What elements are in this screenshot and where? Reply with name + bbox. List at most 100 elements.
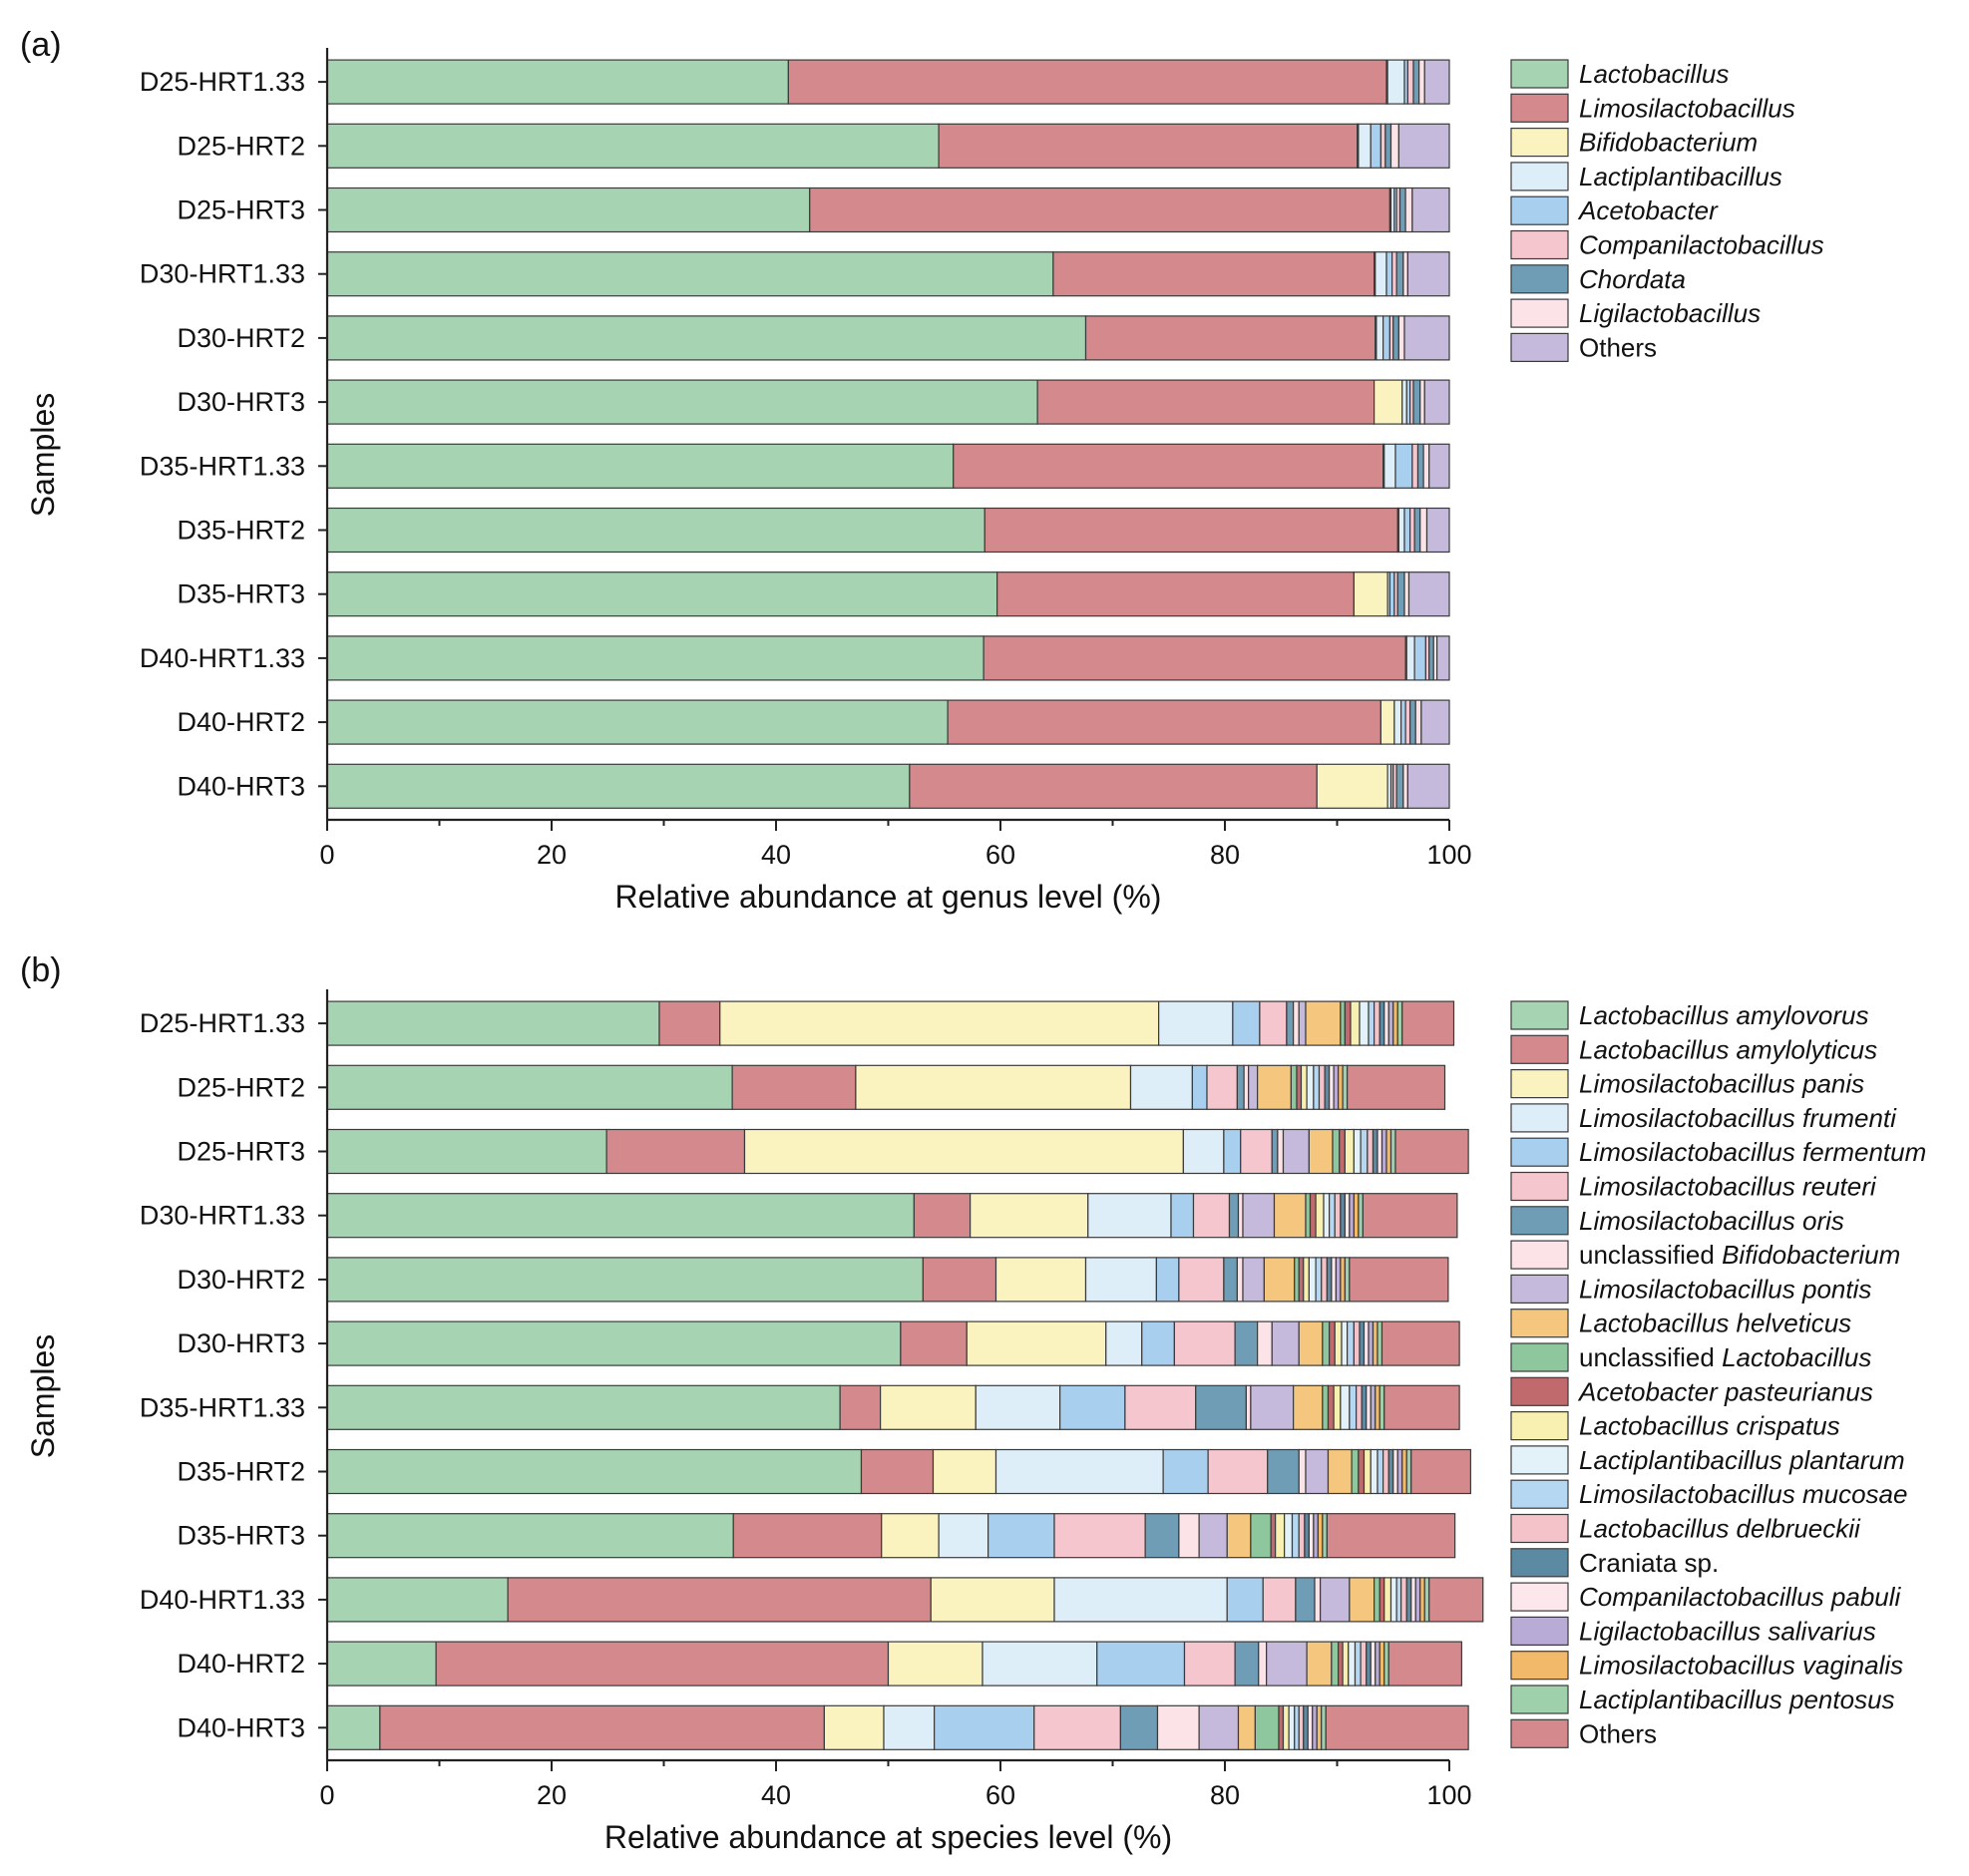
legend-item-limosilactobacillus-fermentum: Limosilactobacillus fermentum bbox=[1510, 1137, 1926, 1167]
bar-segment-d35-hrt3-limosilactobacillus-reuteri bbox=[1053, 1513, 1146, 1559]
bar-segment-d40-hrt3-ligilactobacillus bbox=[1402, 763, 1408, 809]
bar-segment-d25-hrt3-chordata bbox=[1398, 187, 1406, 233]
bar-segment-d35-hrt2-chordata bbox=[1413, 507, 1421, 554]
legend-swatch bbox=[1510, 1445, 1569, 1475]
bar-segment-d35-hrt3-limosilactobacillus-mucosae bbox=[1291, 1513, 1300, 1559]
legend-label: Limosilactobacillus vaginalis bbox=[1579, 1651, 1903, 1681]
legend-swatch bbox=[1510, 1103, 1569, 1133]
legend-swatch bbox=[1510, 1000, 1569, 1030]
bar-segment-d25-hrt3-limosilactobacillus-pontis bbox=[1282, 1128, 1310, 1175]
bar-segment-d30-hrt1-33-lactobacillus bbox=[326, 251, 1054, 297]
legend-swatch bbox=[1510, 1582, 1569, 1612]
legend-swatch bbox=[1510, 1479, 1569, 1509]
bar-segment-d30-hrt3-lactobacillus-amylovorus bbox=[326, 1320, 902, 1366]
bar-segment-d35-hrt2-lactobacillus-amylolyticus bbox=[860, 1448, 935, 1495]
legend-label: Lactobacillus amylovorus bbox=[1579, 1000, 1868, 1030]
bar-segment-d25-hrt2-limosilactobacillus-pontis bbox=[1248, 1064, 1259, 1110]
x-tick-label-100: 100 bbox=[1426, 1780, 1471, 1810]
bar-segment-d40-hrt1-33-lactiplantibacillus-plantarum bbox=[1389, 1577, 1397, 1623]
bar-segment-d40-hrt2-acetobacter bbox=[1400, 699, 1406, 745]
bar-segment-d40-hrt3-lactobacillus bbox=[326, 763, 911, 809]
bar-segment-d25-hrt1-33-ligilactobacillus-salivarius bbox=[1387, 1000, 1394, 1046]
bar-segment-d35-hrt1-33-limosilactobacillus-pontis bbox=[1250, 1384, 1295, 1430]
legend-item-lactobacillus-crispatus: Lactobacillus crispatus bbox=[1510, 1411, 1840, 1441]
bar-segment-d40-hrt3-chordata bbox=[1395, 763, 1404, 809]
x-tick-label-100: 100 bbox=[1426, 840, 1471, 870]
legend-swatch bbox=[1510, 128, 1569, 158]
bar-segment-d40-hrt2-lactobacillus-crispatus bbox=[1342, 1641, 1350, 1687]
bar-segment-d25-hrt1-33-lactiplantibacillus-pentosus bbox=[1396, 1000, 1403, 1046]
legend-label: unclassified Bifidobacterium bbox=[1579, 1240, 1900, 1270]
legend-swatch bbox=[1510, 1513, 1569, 1544]
legend-label: Bifidobacterium bbox=[1579, 128, 1758, 158]
bar-segment-d35-hrt3-lactobacillus-amylolyticus bbox=[732, 1513, 883, 1559]
bar-segment-d30-hrt3-companilactobacillus-pabuli bbox=[1363, 1320, 1370, 1366]
species-y-axis-title: Samples bbox=[25, 1334, 61, 1459]
bar-segment-d30-hrt2-lactobacillus-amylovorus bbox=[326, 1257, 924, 1303]
bar-segment-d30-hrt1-33-acetobacter-pasteurianus bbox=[1309, 1193, 1317, 1239]
bar-segment-d25-hrt2-limosilactobacillus-frumenti bbox=[1129, 1064, 1193, 1110]
bar-segment-d25-hrt1-33-lactiplantibacillus-plantarum bbox=[1359, 1000, 1370, 1046]
bar-segment-d25-hrt2-lactobacillus-amylovorus bbox=[326, 1064, 733, 1110]
bar-segment-d30-hrt1-33-limosilactobacillus bbox=[1052, 251, 1376, 297]
bar-segment-d30-hrt3-lactobacillus-helveticus bbox=[1298, 1320, 1324, 1366]
bar-segment-d30-hrt1-33-craniata-sp bbox=[1340, 1193, 1346, 1239]
bar-segment-d30-hrt3-limosilactobacillus-fermentum bbox=[1141, 1320, 1175, 1366]
bar-segment-d25-hrt2-unclassified-bifidobacterium bbox=[1243, 1064, 1250, 1110]
bar-segment-d25-hrt3-lactiplantibacillus-pentosus bbox=[1389, 1128, 1396, 1175]
bar-segment-d35-hrt2-craniata-sp bbox=[1387, 1448, 1394, 1495]
legend-swatch bbox=[1510, 1685, 1569, 1714]
bar-segment-d35-hrt3-bifidobacterium bbox=[1353, 571, 1388, 617]
bar-segment-d30-hrt1-33-ligilactobacillus bbox=[1402, 251, 1408, 297]
bar-segment-d35-hrt3-others bbox=[1326, 1513, 1456, 1559]
bar-segment-d30-hrt2-lactiplantibacillus-pentosus bbox=[1344, 1257, 1351, 1303]
legend-swatch bbox=[1510, 1718, 1569, 1748]
bar-segment-d35-hrt1-33-companilactobacillus-pabuli bbox=[1366, 1384, 1372, 1430]
bar-segment-d35-hrt2-limosilactobacillus-mucosae bbox=[1377, 1448, 1384, 1495]
bar-segment-d30-hrt2-unclassified-lactobacillus bbox=[1294, 1257, 1300, 1303]
bar-segment-d30-hrt3-limosilactobacillus-panis bbox=[966, 1320, 1107, 1366]
bar-segment-d40-hrt1-33-lactobacillus-amylovorus bbox=[326, 1577, 509, 1623]
bar-segment-d35-hrt2-lactiplantibacillus-pentosus bbox=[1405, 1448, 1412, 1495]
bar-segment-d40-hrt2-lactobacillus-amylolyticus bbox=[435, 1641, 890, 1687]
bar-segment-d40-hrt3-lactiplantibacillus-plantarum bbox=[1288, 1704, 1296, 1750]
bar-segment-d40-hrt1-33-limosilactobacillus-oris bbox=[1295, 1577, 1316, 1623]
bar-segment-d40-hrt1-33-acetobacter bbox=[1413, 635, 1426, 681]
bar-segment-d40-hrt1-33-chordata bbox=[1428, 635, 1434, 681]
bar-segment-d35-hrt1-33-craniata-sp bbox=[1361, 1384, 1368, 1430]
bar-segment-d30-hrt3-lactobacillus-crispatus bbox=[1334, 1320, 1343, 1366]
y-tick-label-d30-hrt1-33: D30-HRT1.33 bbox=[140, 259, 305, 289]
bar-segment-d40-hrt2-unclassified-bifidobacterium bbox=[1258, 1641, 1268, 1687]
bar-segment-d25-hrt1-33-unclassified-bifidobacterium bbox=[1293, 1000, 1300, 1046]
bar-segment-d25-hrt2-lactiplantibacillus-plantarum bbox=[1306, 1064, 1315, 1110]
bar-segment-d30-hrt2-acetobacter bbox=[1382, 315, 1390, 361]
bar-segment-d40-hrt1-33-lactobacillus bbox=[326, 635, 984, 681]
bar-segment-d30-hrt3-limosilactobacillus-oris bbox=[1234, 1320, 1259, 1366]
bar-segment-d30-hrt1-33-lactobacillus-helveticus bbox=[1273, 1193, 1307, 1239]
legend-swatch bbox=[1510, 229, 1569, 260]
bar-segment-d40-hrt1-33-limosilactobacillus-mucosae bbox=[1395, 1577, 1402, 1623]
bar-segment-d35-hrt1-33-limosilactobacillus bbox=[953, 443, 1384, 489]
bar-segment-d35-hrt2-lactiplantibacillus-plantarum bbox=[1370, 1448, 1378, 1495]
legend-item-lactobacillus: Lactobacillus bbox=[1510, 59, 1729, 89]
bar-segment-d40-hrt3-lactiplantibacillus-pentosus bbox=[1321, 1704, 1327, 1750]
y-tick-label-d25-hrt3: D25-HRT3 bbox=[177, 195, 305, 225]
legend-item-chordata: Chordata bbox=[1510, 264, 1686, 294]
bar-segment-d30-hrt3-limosilactobacillus-reuteri bbox=[1173, 1320, 1236, 1366]
bar-segment-d35-hrt1-33-lactiplantibacillus bbox=[1383, 443, 1396, 489]
bar-segment-d35-hrt3-limosilactobacillus-fermentum bbox=[987, 1513, 1055, 1559]
legend-label: Others bbox=[1579, 332, 1657, 362]
bar-segment-d30-hrt3-lactobacillus-amylolyticus bbox=[900, 1320, 968, 1366]
bar-segment-d25-hrt3-limosilactobacillus-frumenti bbox=[1182, 1128, 1225, 1175]
bar-segment-d30-hrt2-limosilactobacillus-fermentum bbox=[1155, 1257, 1180, 1303]
legend-item-bifidobacterium: Bifidobacterium bbox=[1510, 128, 1758, 158]
bar-segment-d30-hrt1-33-limosilactobacillus-fermentum bbox=[1170, 1193, 1195, 1239]
bar-segment-d35-hrt1-33-ligilactobacillus-salivarius bbox=[1370, 1384, 1377, 1430]
bar-segment-d40-hrt3-limosilactobacillus-vaginalis bbox=[1316, 1704, 1323, 1750]
bar-segment-d35-hrt2-lactobacillus-crispatus bbox=[1363, 1448, 1372, 1495]
bar-segment-d30-hrt3-lactiplantibacillus bbox=[1401, 379, 1407, 425]
legend-label: Acetobacter bbox=[1577, 195, 1719, 225]
bar-segment-d40-hrt3-companilactobacillus-pabuli bbox=[1307, 1704, 1314, 1750]
bar-segment-d30-hrt3-lactiplantibacillus-plantarum bbox=[1341, 1320, 1349, 1366]
